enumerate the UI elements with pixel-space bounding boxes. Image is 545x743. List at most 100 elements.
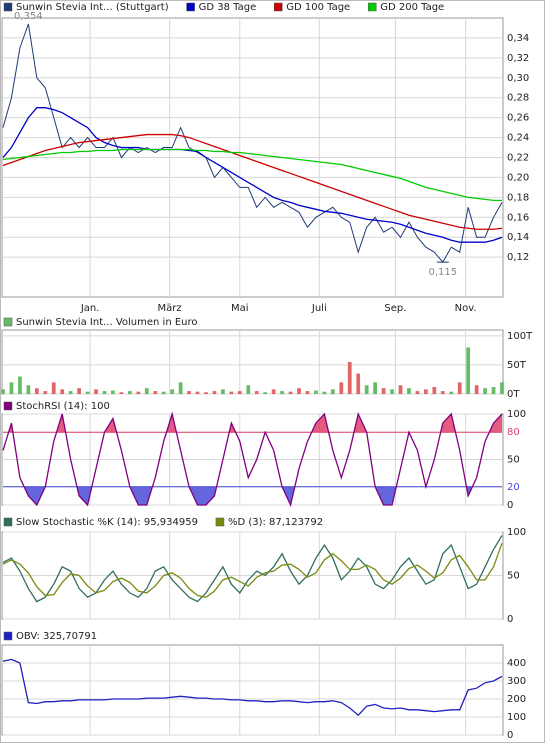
x-tick-label: Nov. [455, 303, 477, 314]
y-tick-label: 0,16 [507, 212, 529, 223]
y-tick-label: 100 [507, 409, 526, 420]
volume-bar [127, 391, 132, 394]
x-tick-label: Mai [231, 303, 249, 314]
legend-label: Slow Stochastic %K (14): 95,934959 [16, 517, 198, 528]
volume-bar [263, 392, 268, 394]
volume-bar [221, 389, 225, 394]
volume-bar [144, 388, 149, 394]
volume-bar [170, 389, 175, 394]
series-line [2, 658, 503, 717]
volume-bar [347, 362, 352, 394]
y-tick-label: 0,30 [507, 73, 529, 84]
series-line [2, 107, 503, 243]
y-tick-label: 0 [507, 500, 513, 511]
volume-bar [398, 385, 403, 394]
volume-bar [77, 388, 81, 394]
volume-bar [440, 391, 445, 394]
volume-bar [43, 391, 48, 394]
y-tick-label: 50 [507, 455, 520, 466]
y-tick-label: 0,22 [507, 153, 529, 164]
volume-bar [178, 382, 183, 394]
legend-swatch [3, 401, 13, 411]
volume-bar [373, 382, 378, 394]
y-tick-label: 0,14 [507, 232, 529, 243]
legend-swatch [3, 317, 13, 327]
legend-swatch [3, 631, 13, 641]
volume-bar [339, 382, 344, 394]
legend-label: GD 38 Tage [199, 2, 257, 13]
legend-label: GD 100 Tage [286, 2, 350, 13]
volume-bar [407, 388, 411, 394]
volume-bar [271, 389, 276, 394]
legend-label: GD 200 Tage [380, 2, 444, 13]
level-fill [3, 414, 502, 433]
volume-bar [60, 389, 65, 394]
y-tick-label: 0,18 [507, 192, 529, 203]
legend-label: Sunwin Stevia Int... Volumen in Euro [16, 317, 198, 328]
y-tick-label: 0,28 [507, 93, 529, 104]
legend-label: Sunwin Stevia Int... (Stuttgart) [16, 2, 169, 13]
volume-bar [136, 391, 141, 394]
volume-bar [153, 391, 158, 394]
volume-bar [483, 388, 487, 394]
volume-bar [119, 392, 124, 394]
volume-bar [18, 376, 22, 394]
x-tick-label: Juli [311, 303, 327, 314]
y-tick-label: 0T [507, 389, 520, 400]
volume-bar [297, 388, 301, 394]
volume-bar [212, 391, 217, 394]
legend-label: OBV: 325,70791 [16, 631, 97, 642]
volume-bar [356, 373, 361, 394]
y-tick-label: 0 [507, 614, 513, 625]
legend-swatch [273, 2, 283, 12]
y-tick-label: 50T [507, 360, 527, 371]
x-tick-label: März [158, 303, 182, 314]
volume-bar [254, 391, 259, 394]
volume-bar [68, 391, 73, 394]
volume-bar [322, 391, 327, 394]
volume-bar [280, 391, 284, 394]
volume-bar [415, 391, 420, 394]
volume-bar [1, 389, 5, 394]
y-tick-label: 100T [507, 331, 533, 342]
volume-bar [195, 391, 200, 394]
y-tick-label: 0,20 [507, 172, 529, 183]
series-line [2, 535, 503, 603]
series-line [2, 148, 502, 201]
y-tick-label: 200 [507, 694, 526, 705]
legend-swatch [215, 517, 225, 527]
volume-bar [102, 391, 107, 394]
series-line [2, 542, 503, 598]
volume-bar [314, 390, 318, 394]
volume-bar [457, 382, 462, 394]
y-tick-label: 20 [507, 482, 520, 493]
legend-swatch [186, 2, 195, 12]
volume-bar [94, 389, 98, 394]
volume-bar [466, 347, 471, 394]
y-tick-label: 300 [507, 676, 526, 687]
legend-label: %D (3): 87,123792 [228, 517, 323, 528]
plot-frame [1, 644, 504, 736]
volume-bar [9, 382, 14, 394]
y-tick-label: 100 [507, 712, 526, 723]
volume-bar [491, 387, 496, 394]
legend-swatch [3, 517, 13, 527]
x-tick-label: Sep. [384, 303, 406, 314]
series-line [2, 411, 503, 507]
volume-bar [432, 387, 437, 394]
volume-bar [111, 390, 115, 394]
y-tick-label: 0 [507, 730, 513, 741]
volume-bar [364, 385, 369, 394]
volume-bar [246, 385, 251, 394]
volume-bar [449, 391, 454, 394]
legend-swatch [3, 2, 13, 12]
y-tick-label: 0,32 [507, 53, 529, 64]
volume-bar [229, 391, 234, 394]
volume-bar [187, 391, 191, 394]
volume-bar [161, 391, 166, 394]
y-tick-label: 50 [507, 571, 520, 582]
volume-bar [85, 391, 90, 394]
volume-bar [305, 391, 310, 394]
y-tick-label: 400 [507, 658, 526, 669]
